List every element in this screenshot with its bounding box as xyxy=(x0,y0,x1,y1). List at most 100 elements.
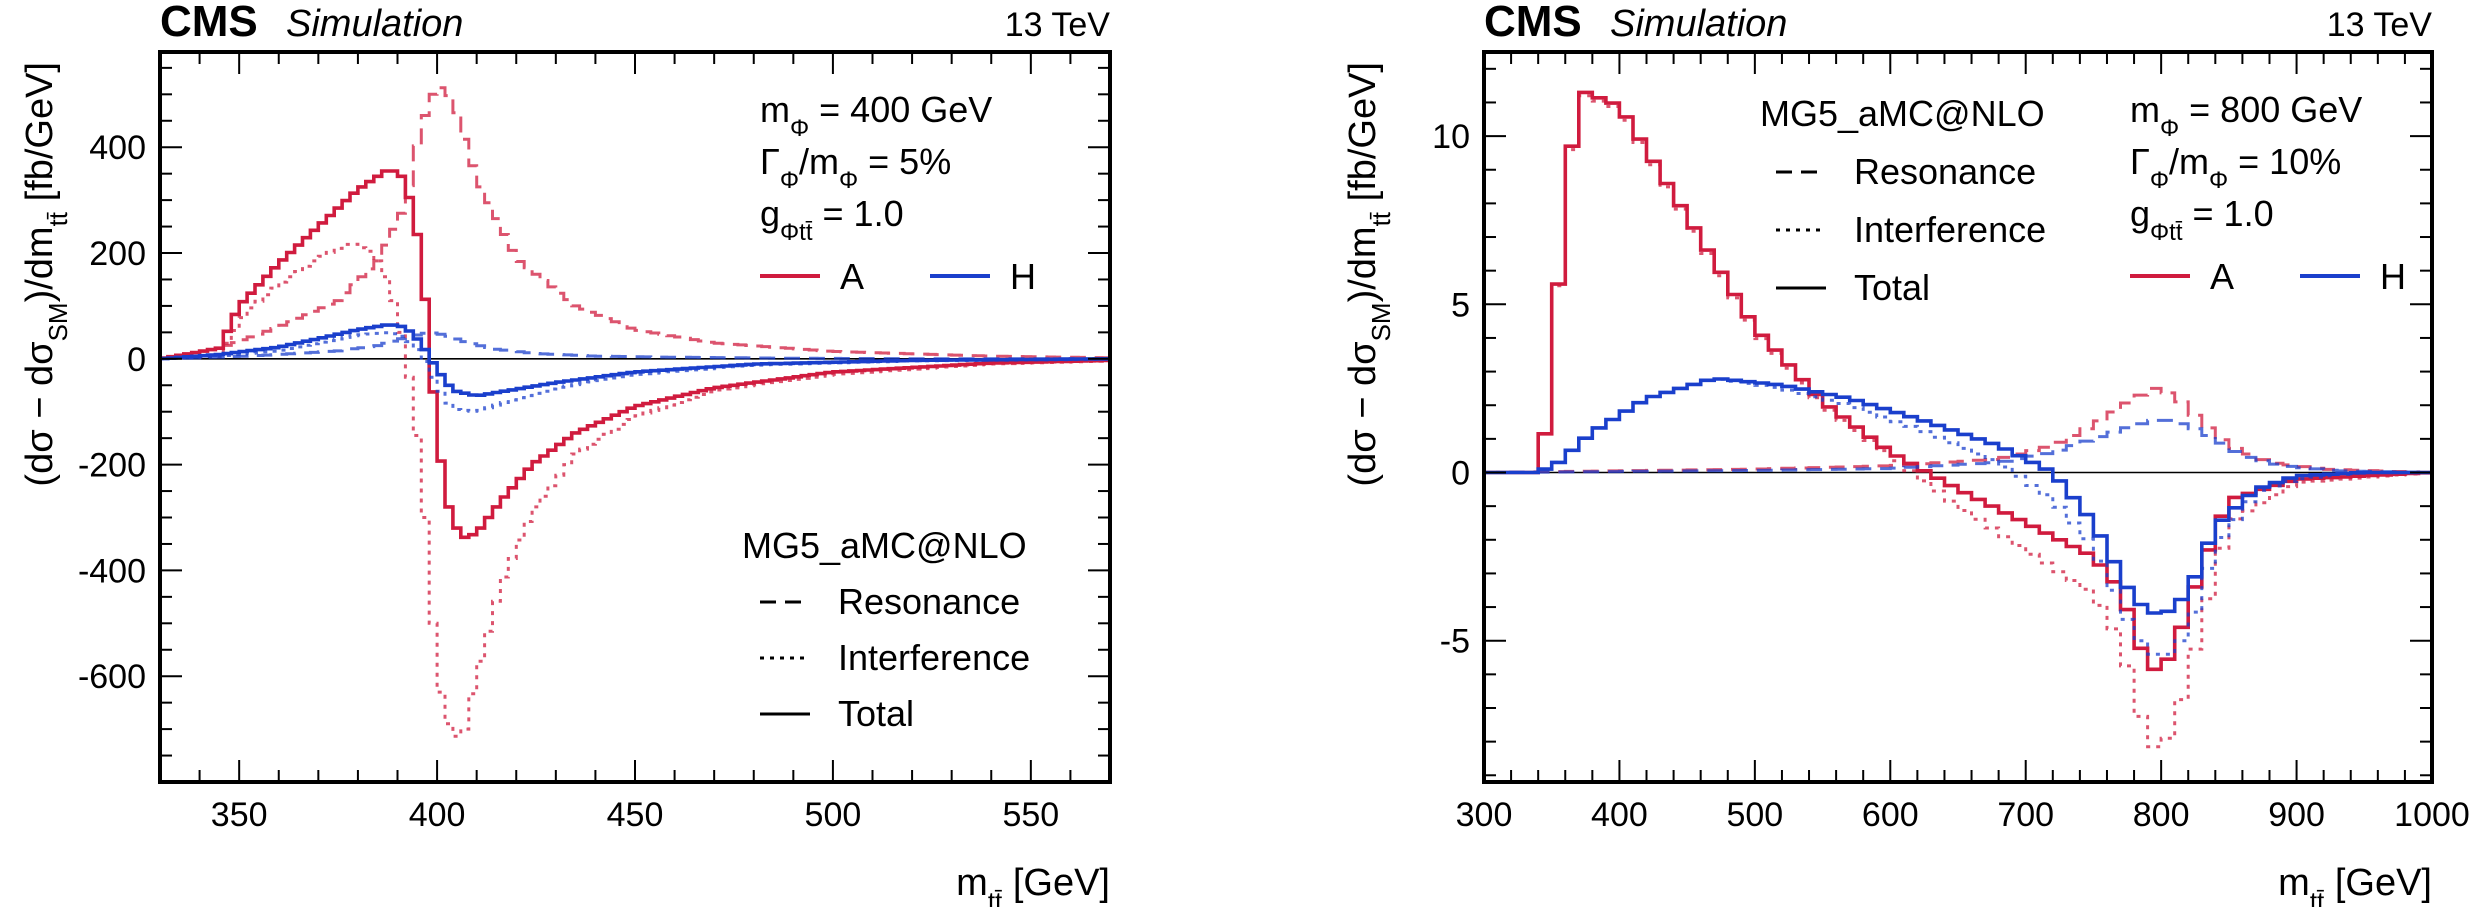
energy-label: 13 TeV xyxy=(1005,6,1111,44)
text-part: m xyxy=(956,862,988,904)
legend-style-label-resonance: Resonance xyxy=(1854,151,2036,192)
text-part: tt̄ xyxy=(43,211,73,226)
x-tick-label: 500 xyxy=(805,796,862,834)
legend-style-label-interference: Interference xyxy=(838,637,1030,678)
text-part: Φ xyxy=(2209,167,2228,194)
experiment-label: CMS xyxy=(1484,0,1582,46)
text-part: = 1.0 xyxy=(2183,193,2274,234)
text-part: m xyxy=(2130,89,2160,130)
series-line-H-resonance xyxy=(1484,418,2432,474)
series-line-H-total xyxy=(160,323,1110,397)
y-tick-label: -600 xyxy=(78,658,146,696)
text-part: /m xyxy=(2169,141,2209,182)
series-line-A-interference xyxy=(1484,94,2432,749)
text-part: Φ xyxy=(780,167,799,194)
x-axis-label: mtt̄ [GeV] xyxy=(2278,862,2432,907)
status-label: Simulation xyxy=(1610,3,1787,45)
text-part: )/dm xyxy=(19,226,61,302)
text-part: = 1.0 xyxy=(813,193,904,234)
x-tick-label: 350 xyxy=(211,796,268,834)
text-part: m xyxy=(2278,862,2310,904)
text-part: (dσ − dσ xyxy=(19,341,61,486)
y-tick-label: 10 xyxy=(1432,118,1470,156)
text-part: )/dm xyxy=(1342,226,1384,302)
y-tick-label: 200 xyxy=(89,235,146,273)
x-tick-label: 900 xyxy=(2268,796,2325,834)
text-part: [fb/GeV] xyxy=(1342,62,1384,212)
generator-label: MG5_aMC@NLO xyxy=(1760,93,2045,134)
text-part: = 400 GeV xyxy=(809,89,992,130)
parameter-text: ΓΦ/mΦ = 10% xyxy=(2130,141,2341,194)
y-axis-label: (dσ − dσSM)/dmtt̄ [fb/GeV] xyxy=(1342,62,1396,487)
text-part: tt̄ xyxy=(988,886,1003,907)
text-part: Φ xyxy=(790,115,809,142)
series-line-H-interference xyxy=(1484,377,2432,656)
x-tick-label: 500 xyxy=(1726,796,1783,834)
x-tick-label: 300 xyxy=(1456,796,1513,834)
y-axis-label: (dσ − dσSM)/dmtt̄ [fb/GeV] xyxy=(19,62,73,487)
y-tick-label: 400 xyxy=(89,129,146,167)
generator-label: MG5_aMC@NLO xyxy=(742,525,1027,566)
text-part: = 10% xyxy=(2228,141,2341,182)
text-part: SM xyxy=(43,302,73,341)
y-tick-label: -400 xyxy=(78,552,146,590)
text-part: m xyxy=(760,89,790,130)
text-part: g xyxy=(760,193,780,234)
x-tick-label: 800 xyxy=(2133,796,2190,834)
text-part: = 800 GeV xyxy=(2179,89,2362,130)
parameter-text: ΓΦ/mΦ = 5% xyxy=(760,141,951,194)
text-part: (dσ − dσ xyxy=(1342,341,1384,486)
plot-frame xyxy=(1482,50,2434,784)
x-tick-label: 600 xyxy=(1862,796,1919,834)
text-part: Φ xyxy=(2160,115,2179,142)
x-tick-label: 450 xyxy=(607,796,664,834)
text-part: SM xyxy=(1366,302,1396,341)
y-tick-label: -5 xyxy=(1440,623,1470,661)
x-tick-label: 1000 xyxy=(2394,796,2470,834)
legend-label-H: H xyxy=(2380,256,2406,297)
text-part: Γ xyxy=(2130,141,2150,182)
series-group xyxy=(160,86,1110,738)
series-line-A-total xyxy=(160,169,1110,540)
y-tick-label: -200 xyxy=(78,447,146,485)
y-tick-label: 0 xyxy=(127,341,146,379)
experiment-label: CMS xyxy=(160,0,258,46)
series-line-H-resonance xyxy=(160,331,1110,361)
legend-label-A: A xyxy=(840,256,864,297)
parameter-text: mΦ = 800 GeV xyxy=(2130,89,2362,142)
y-tick-label: 0 xyxy=(1451,455,1470,493)
text-part: [fb/GeV] xyxy=(19,62,61,212)
legend-label-A: A xyxy=(2210,256,2234,297)
series-line-A-resonance xyxy=(160,86,1110,360)
text-part: [GeV] xyxy=(1002,862,1110,904)
text-part: Γ xyxy=(760,141,780,182)
series-line-H-total xyxy=(1484,377,2432,615)
text-part: Φ xyxy=(839,167,858,194)
series-line-A-interference xyxy=(160,242,1110,738)
x-tick-label: 550 xyxy=(1002,796,1059,834)
legend-style-label-resonance: Resonance xyxy=(838,581,1020,622)
series-group xyxy=(1484,90,2432,749)
parameter-text: gΦtt̄ = 1.0 xyxy=(2130,193,2274,246)
legend-style-label-total: Total xyxy=(838,693,914,734)
status-label: Simulation xyxy=(286,3,463,45)
text-part: [GeV] xyxy=(2324,862,2432,904)
legend-style-label-interference: Interference xyxy=(1854,209,2046,250)
parameter-text: mΦ = 400 GeV xyxy=(760,89,992,142)
text-part: tt̄ xyxy=(2310,886,2325,907)
series-line-A-total xyxy=(1484,90,2432,672)
text-part: tt̄ xyxy=(1366,211,1396,226)
x-tick-label: 400 xyxy=(409,796,466,834)
parameter-text: gΦtt̄ = 1.0 xyxy=(760,193,904,246)
x-tick-label: 400 xyxy=(1591,796,1648,834)
energy-label: 13 TeV xyxy=(2327,6,2433,44)
y-tick-label: 5 xyxy=(1451,286,1470,324)
text-part: Φtt̄ xyxy=(780,219,813,246)
text-part: Φ xyxy=(2150,167,2169,194)
x-axis-label: mtt̄ [GeV] xyxy=(956,862,1110,907)
text-part: Φtt̄ xyxy=(2150,219,2183,246)
legend-label-H: H xyxy=(1010,256,1036,297)
